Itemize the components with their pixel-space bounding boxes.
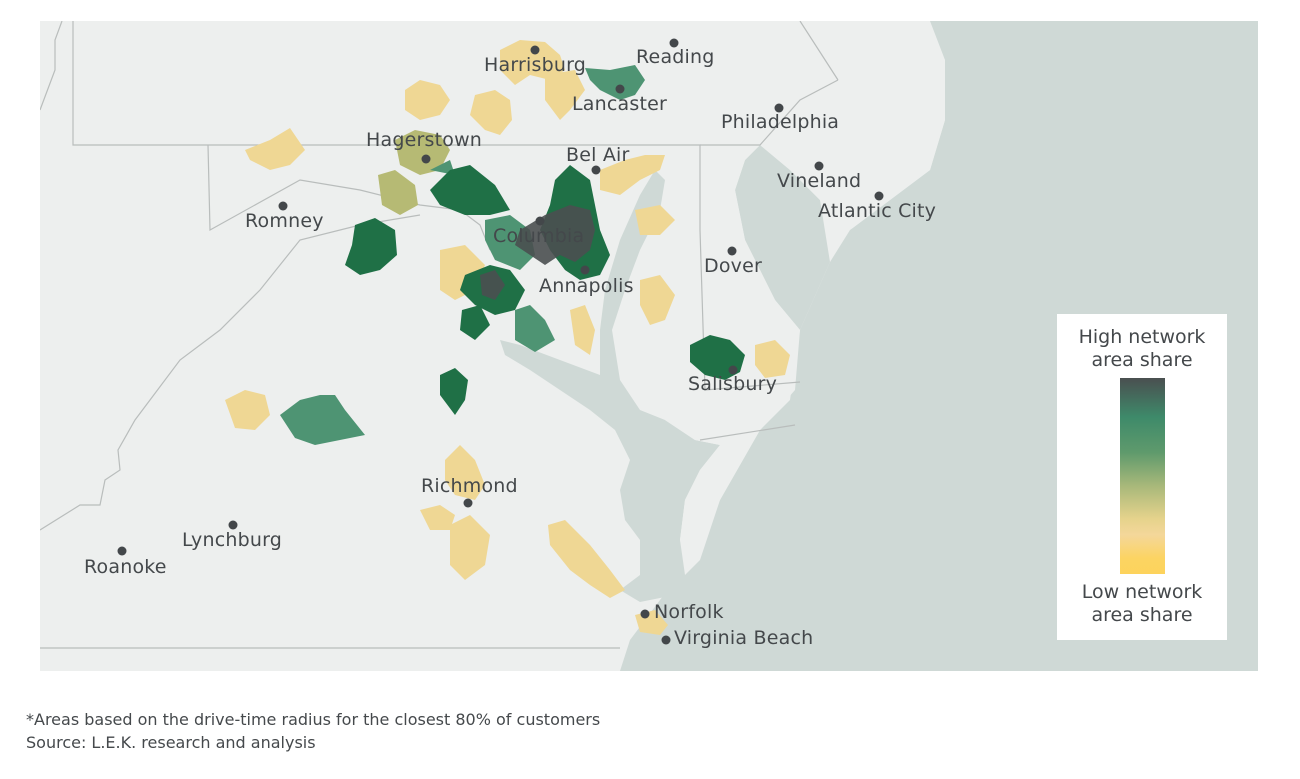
city-dot-bel-air (591, 165, 601, 175)
new-jersey-land (760, 40, 945, 262)
city-label-vineland: Vineland (777, 170, 862, 192)
city-label-dover: Dover (704, 255, 762, 277)
city-dot-lynchburg (228, 520, 238, 530)
city-dot-hagerstown (421, 154, 431, 164)
city-dot-reading (669, 38, 679, 48)
delaware-bay (735, 145, 860, 330)
city-dot-vineland (814, 161, 824, 171)
legend-high-label: High network area share (1057, 326, 1227, 372)
city-dot-roanoke (117, 546, 127, 556)
city-label-norfolk: Norfolk (654, 601, 724, 623)
city-label-hagerstown: Hagerstown (366, 129, 483, 151)
city-dot-annapolis (580, 265, 590, 275)
city-dot-atlantic-city (874, 191, 884, 201)
service-areas (225, 40, 790, 635)
legend-high-line1: High network (1078, 326, 1206, 348)
legend: High network area share Low network area… (1057, 314, 1227, 640)
city-dot-richmond (463, 498, 473, 508)
city-dot-virginia-beach (661, 635, 671, 645)
legend-high-line2: area share (1091, 349, 1193, 371)
city-label-romney: Romney (245, 210, 324, 232)
footnote: *Areas based on the drive-time radius fo… (26, 708, 600, 754)
city-dot-harrisburg (530, 45, 540, 55)
city-label-reading: Reading (636, 46, 715, 68)
city-dot-dover (727, 246, 737, 256)
city-label-bel-air: Bel Air (566, 144, 630, 166)
footnote-note: *Areas based on the drive-time radius fo… (26, 710, 601, 729)
city-dot-lancaster (615, 84, 625, 94)
city-label-columbia: Columbia (493, 225, 585, 247)
city-label-harrisburg: Harrisburg (484, 54, 587, 76)
legend-low-line2: area share (1091, 604, 1193, 626)
city-label-salisbury: Salisbury (688, 373, 778, 395)
legend-low-label: Low network area share (1057, 581, 1227, 627)
city-dot-columbia (535, 216, 545, 226)
city-label-lancaster: Lancaster (572, 93, 668, 115)
city-label-philadelphia: Philadelphia (721, 111, 840, 133)
chesapeake-bay (500, 170, 720, 602)
city-label-roanoke: Roanoke (84, 556, 167, 578)
city-label-annapolis: Annapolis (539, 275, 634, 297)
city-dot-philadelphia (774, 103, 784, 113)
city-label-lynchburg: Lynchburg (182, 529, 283, 551)
footnote-source: Source: L.E.K. research and analysis (26, 733, 316, 752)
legend-low-line1: Low network (1081, 581, 1203, 603)
legend-gradient-bar (1120, 378, 1165, 574)
city-dot-salisbury (728, 365, 738, 375)
city-dot-norfolk (640, 609, 650, 619)
city-label-richmond: Richmond (421, 475, 518, 497)
city-label-atlantic-city: Atlantic City (818, 200, 937, 222)
state-borders (40, 21, 839, 649)
city-dot-romney (278, 201, 288, 211)
city-label-virginia-beach: Virginia Beach (674, 627, 814, 649)
